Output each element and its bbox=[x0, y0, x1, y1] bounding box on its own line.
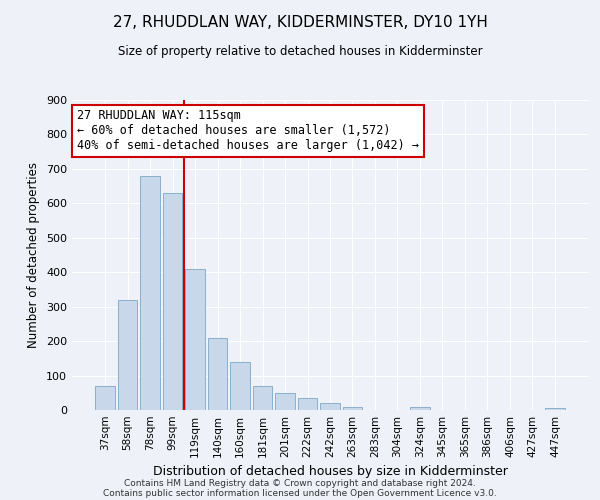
Bar bbox=[230, 362, 250, 410]
Text: 27, RHUDDLAN WAY, KIDDERMINSTER, DY10 1YH: 27, RHUDDLAN WAY, KIDDERMINSTER, DY10 1Y… bbox=[113, 15, 487, 30]
Bar bbox=[95, 386, 115, 410]
Bar bbox=[410, 407, 430, 410]
Bar bbox=[253, 386, 272, 410]
Y-axis label: Number of detached properties: Number of detached properties bbox=[28, 162, 40, 348]
Bar bbox=[140, 176, 160, 410]
Bar bbox=[163, 193, 182, 410]
Text: Contains HM Land Registry data © Crown copyright and database right 2024.: Contains HM Land Registry data © Crown c… bbox=[124, 478, 476, 488]
Bar bbox=[185, 269, 205, 410]
Bar bbox=[208, 338, 227, 410]
Text: Contains public sector information licensed under the Open Government Licence v3: Contains public sector information licen… bbox=[103, 488, 497, 498]
Bar bbox=[320, 403, 340, 410]
Text: 27 RHUDDLAN WAY: 115sqm
← 60% of detached houses are smaller (1,572)
40% of semi: 27 RHUDDLAN WAY: 115sqm ← 60% of detache… bbox=[77, 110, 419, 152]
Bar bbox=[275, 394, 295, 410]
Bar bbox=[118, 300, 137, 410]
Bar bbox=[343, 406, 362, 410]
Bar bbox=[298, 398, 317, 410]
X-axis label: Distribution of detached houses by size in Kidderminster: Distribution of detached houses by size … bbox=[152, 466, 508, 478]
Bar bbox=[545, 408, 565, 410]
Text: Size of property relative to detached houses in Kidderminster: Size of property relative to detached ho… bbox=[118, 45, 482, 58]
